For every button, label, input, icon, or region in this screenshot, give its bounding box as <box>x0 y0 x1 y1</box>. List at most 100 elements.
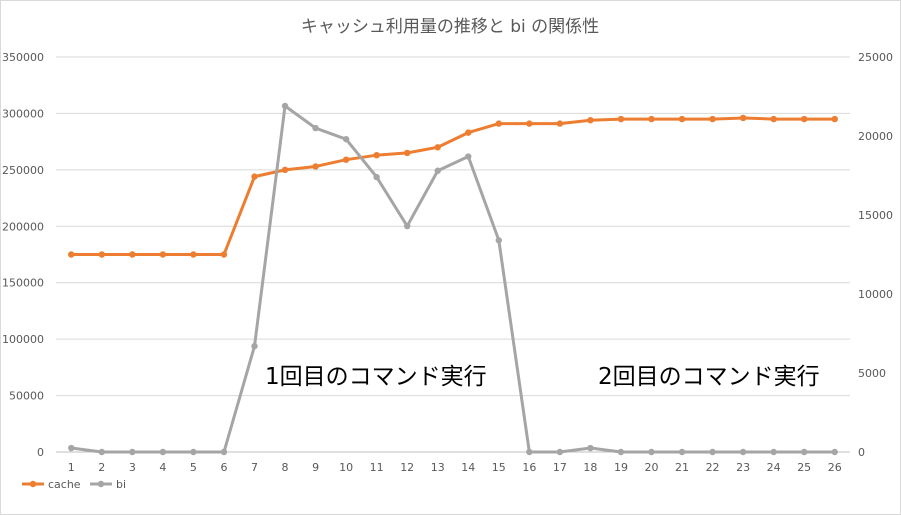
data-point-cache <box>617 115 625 123</box>
data-point-cache <box>678 115 686 123</box>
data-point-bi <box>190 448 197 456</box>
data-point-bi <box>617 448 625 456</box>
data-point-cache <box>129 251 136 258</box>
data-point-cache <box>159 251 167 258</box>
data-point-bi <box>678 448 686 456</box>
legend-swatch-marker <box>97 480 105 488</box>
x-axis-tick-label: 26 <box>828 461 842 474</box>
data-point-cache <box>281 166 289 174</box>
data-point-bi <box>739 448 747 456</box>
data-point-cache <box>190 251 197 258</box>
x-axis-tick-label: 13 <box>431 461 445 474</box>
data-point-cache <box>251 173 258 180</box>
data-point-bi <box>98 448 106 456</box>
x-axis-tick-label: 8 <box>282 461 289 474</box>
data-point-cache <box>739 114 747 122</box>
data-point-cache <box>648 115 655 123</box>
data-point-bi <box>526 448 533 456</box>
x-axis-tick-label: 15 <box>492 461 506 474</box>
left-axis-tick-label: 150000 <box>2 277 44 290</box>
data-point-bi <box>465 153 472 160</box>
data-point-cache <box>434 144 441 151</box>
data-point-bi <box>373 173 380 181</box>
x-axis-tick-label: 2 <box>98 461 105 474</box>
data-point-bi <box>312 124 319 132</box>
data-point-bi <box>220 448 228 456</box>
left-axis-tick-label: 50000 <box>9 390 44 403</box>
x-axis-tick-label: 1 <box>68 461 75 474</box>
data-point-bi <box>648 448 655 456</box>
data-point-bi <box>281 102 289 110</box>
x-axis-tick-label: 7 <box>251 461 258 474</box>
right-axis-tick-label: 5000 <box>858 367 886 380</box>
legend-item-bi: bi <box>90 478 126 491</box>
x-axis-tick-label: 4 <box>159 461 166 474</box>
data-point-cache <box>373 151 380 159</box>
left-axis-tick-label: 300000 <box>2 107 44 120</box>
annotation-first-run: 1回目のコマンド実行 <box>265 364 487 390</box>
data-point-cache <box>709 115 716 123</box>
gridlines <box>56 56 850 453</box>
series-cache <box>68 114 838 258</box>
legend-label: cache <box>48 478 81 491</box>
legend-item-cache: cache <box>22 478 81 491</box>
x-axis-tick-label: 6 <box>220 461 227 474</box>
data-point-cache <box>831 115 838 123</box>
data-point-bi <box>831 448 838 456</box>
x-axis-tick-label: 25 <box>797 461 811 474</box>
data-point-bi <box>159 448 167 456</box>
data-point-cache <box>68 251 75 258</box>
x-axis-tick-label: 11 <box>370 461 384 474</box>
right-axis-tick-label: 0 <box>858 446 865 459</box>
right-axis-tick-label: 10000 <box>858 288 893 301</box>
data-point-cache <box>220 251 228 258</box>
data-point-cache <box>495 120 503 127</box>
data-point-bi <box>556 448 564 456</box>
data-point-cache <box>312 163 319 170</box>
data-point-bi <box>342 135 350 143</box>
right-axis: 0 5000 10000 15000 20000 25000 <box>858 51 893 459</box>
x-axis-tick-label: 9 <box>312 461 319 474</box>
right-axis-tick-label: 25000 <box>858 51 893 64</box>
x-axis-tick-label: 12 <box>400 461 414 474</box>
data-point-cache <box>587 117 594 124</box>
data-point-cache <box>556 120 564 127</box>
data-point-bi <box>770 448 777 456</box>
data-point-cache <box>465 129 472 136</box>
x-axis-tick-label: 10 <box>339 461 353 474</box>
data-point-cache <box>98 251 106 258</box>
data-point-bi <box>495 237 503 244</box>
x-axis-tick-label: 17 <box>553 461 567 474</box>
right-axis-tick-label: 20000 <box>858 130 893 143</box>
data-point-cache <box>526 120 533 127</box>
x-axis-tick-label: 19 <box>614 461 628 474</box>
x-axis: 1 2 3 4 5 6 7 8 9 10 11 12 13 14 15 16 17 18 19 20 21 22 23 24 2… <box>68 461 842 474</box>
x-axis-tick-label: 3 <box>129 461 136 474</box>
left-axis: 0 50000 100000 150000 200000 250000 300000 3500… <box>2 51 44 459</box>
x-axis-tick-label: 14 <box>461 461 475 474</box>
x-axis-tick-label: 23 <box>736 461 750 474</box>
data-point-cache <box>770 115 777 123</box>
data-point-bi <box>434 167 441 174</box>
x-axis-tick-label: 5 <box>190 461 197 474</box>
legend: cache bi <box>22 478 126 491</box>
data-point-cache <box>342 156 350 163</box>
data-point-bi <box>129 448 136 456</box>
data-point-bi <box>800 448 808 456</box>
data-point-cache <box>403 149 411 157</box>
data-point-bi <box>709 448 716 456</box>
data-point-bi <box>403 222 411 230</box>
data-point-bi <box>251 342 258 350</box>
right-axis-tick-label: 15000 <box>858 209 893 222</box>
left-axis-tick-label: 100000 <box>2 333 44 346</box>
data-point-bi <box>587 444 594 452</box>
x-axis-tick-label: 18 <box>583 461 597 474</box>
x-axis-tick-label: 24 <box>767 461 781 474</box>
series-line-cache <box>69 116 837 256</box>
x-axis-tick-label: 16 <box>522 461 536 474</box>
left-axis-tick-label: 350000 <box>2 51 44 64</box>
x-axis-tick-label: 22 <box>706 461 720 474</box>
